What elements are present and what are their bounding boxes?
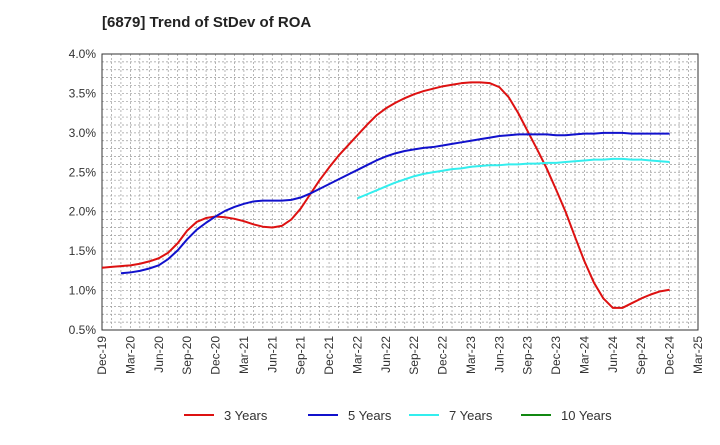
x-tick-label: Sep-24	[634, 336, 648, 375]
x-tick-label: Dec-21	[322, 336, 336, 375]
grid-lines	[101, 53, 699, 331]
x-tick-label: Dec-22	[436, 336, 450, 375]
y-tick-label: 4.0%	[69, 47, 97, 61]
x-tick-label: Jun-20	[152, 336, 166, 373]
x-tick-label: Jun-21	[265, 336, 279, 373]
y-tick-label: 3.0%	[69, 126, 97, 140]
series-lines	[101, 81, 670, 309]
x-tick-label: Mar-21	[237, 336, 251, 374]
series-line-3-years	[101, 81, 670, 309]
x-tick-label: Mar-23	[464, 336, 478, 374]
x-tick-label: Dec-23	[549, 336, 563, 375]
x-tick-label: Sep-23	[521, 336, 535, 375]
series-line-5-years	[120, 131, 670, 275]
legend-label: 5 Years	[348, 408, 392, 423]
legend-label: 3 Years	[224, 408, 268, 423]
y-tick-label: 1.5%	[69, 244, 97, 258]
x-tick-label: Mar-20	[123, 336, 137, 374]
legend: 3 Years 5 Years 7 Years 10 Years	[184, 408, 612, 423]
x-tick-label: Jun-24	[606, 336, 620, 373]
x-tick-label: Jun-23	[492, 336, 506, 373]
x-tick-label: Dec-19	[95, 336, 109, 375]
series-line-7-years	[357, 157, 670, 200]
x-tick-label: Sep-20	[180, 336, 194, 375]
chart-title: [6879] Trend of StDev of ROA	[102, 14, 312, 31]
y-tick-label: 2.5%	[69, 165, 97, 179]
x-tick-label: Mar-25	[691, 336, 705, 374]
x-tick-label: Mar-22	[350, 336, 364, 374]
plot-frame	[101, 53, 699, 331]
y-tick-label: 1.0%	[69, 284, 97, 298]
x-tick-label: Sep-21	[294, 336, 308, 375]
y-tick-label: 3.5%	[69, 86, 97, 100]
x-tick-label: Dec-20	[209, 336, 223, 375]
axes: 0.5% 1.0% 1.5% 2.0% 2.5% 3.0% 3.5% 4.0% Dec-19 Ma…	[69, 47, 705, 375]
y-tick-label: 2.0%	[69, 205, 97, 219]
y-tick-label: 0.5%	[69, 323, 97, 337]
x-tick-label: Sep-22	[407, 336, 421, 375]
legend-label: 7 Years	[449, 408, 493, 423]
legend-label: 10 Years	[561, 408, 612, 423]
x-tick-label: Mar-24	[577, 336, 591, 374]
x-tick-label: Jun-22	[379, 336, 393, 373]
x-tick-label: Dec-24	[663, 336, 677, 375]
